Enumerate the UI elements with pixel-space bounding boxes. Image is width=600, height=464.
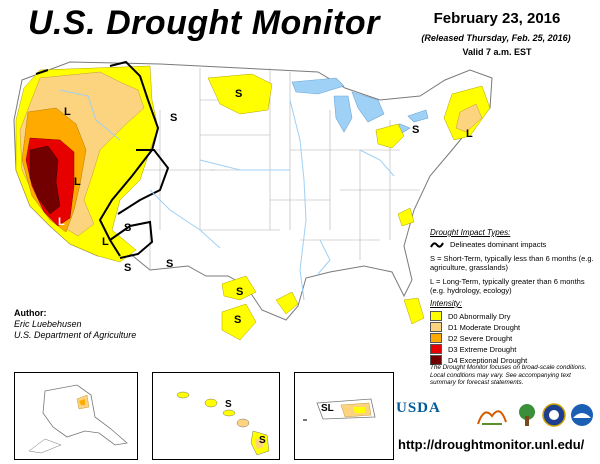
impact-label-s-dakota: S (235, 88, 243, 100)
focus-note: The Drought Monitor focuses on broad-sca… (430, 364, 587, 387)
legend-intensity-list: D0 Abnormally Dry D1 Moderate Drought D2 S… (430, 311, 598, 365)
agency-logos: USDA (396, 400, 596, 432)
puerto-rico-map (303, 398, 376, 421)
impact-delineation-lines (35, 60, 170, 259)
alaska-map (28, 384, 128, 454)
impact-label-s-hawaii-1: S (225, 399, 232, 410)
author-block: Author: Eric Luebehusen U.S. Department … (14, 308, 136, 341)
impact-label-l-west: L (64, 106, 71, 118)
d0-upper-midwest (375, 123, 405, 149)
d0-texas-gulf (275, 291, 299, 315)
legend-intensity-row: D2 Severe Drought (430, 333, 598, 343)
d0-texas-south (221, 303, 257, 341)
legend-delineation-row: Delineates dominant impacts (430, 240, 598, 249)
impact-label-l-arizona: L (102, 236, 109, 248)
legend-intensity-row: D4 Exceptional Drought (430, 355, 598, 365)
impact-label-l-socal: L (58, 216, 65, 228)
rivers (59, 89, 395, 301)
great-lakes (291, 77, 429, 141)
page-title: U.S. Drought Monitor (28, 4, 380, 42)
hawaii-inset: S S (152, 372, 280, 460)
drought-areas (15, 65, 491, 341)
d0-florida (403, 297, 425, 325)
impact-label-s-south-texas: S (234, 314, 242, 326)
commerce-seal-icon (542, 403, 566, 427)
legend-color-swatch (430, 333, 442, 343)
impact-label-s-new-mexico: S (124, 222, 132, 234)
d0-carolinas (397, 207, 415, 227)
legend-long-term: L = Long-Term, typically greater than 6 … (430, 277, 585, 295)
legend-intensity-label: D1 Moderate Drought (448, 322, 521, 332)
legend-intensity-row: D1 Moderate Drought (430, 322, 598, 332)
legend: Drought Impact Types: Delineates dominan… (430, 228, 598, 366)
author-name: Eric Luebehusen (14, 319, 82, 329)
legend-intensity-label: D4 Exceptional Drought (448, 355, 528, 365)
legend-intensity-heading: Intensity: (430, 299, 463, 308)
legend-intensity-label: D2 Severe Drought (448, 333, 513, 343)
source-url[interactable]: http://droughtmonitor.unl.edu/ (398, 437, 585, 452)
d1-northeast (455, 103, 483, 133)
impact-label-sl-puerto-rico: SL (321, 403, 334, 414)
legend-delineates-text: Delineates dominant impacts (450, 240, 547, 249)
legend-intensity-row: D0 Abnormally Dry (430, 311, 598, 321)
impact-label-s-hawaii-2: S (259, 435, 266, 446)
author-heading: Author: (14, 308, 47, 318)
d0-texas-central (221, 275, 257, 301)
puerto-rico-inset: SL (294, 372, 394, 460)
legend-color-swatch (430, 355, 442, 365)
legend-intensity-row: D3 Extreme Drought (430, 344, 598, 354)
legend-color-swatch (430, 344, 442, 354)
impact-label-l-southwest: L (74, 176, 81, 188)
impact-label-s-west-texas: S (166, 258, 174, 270)
d4-area (29, 145, 61, 215)
legend-impact-heading: Drought Impact Types: (430, 228, 511, 237)
release-note: (Released Thursday, Feb. 25, 2016) (421, 33, 571, 43)
legend-color-swatch (430, 311, 442, 321)
legend-color-swatch (430, 322, 442, 332)
impact-label-s-sw-border: S (124, 262, 132, 274)
d0-north-plains (207, 73, 273, 115)
legend-intensity-label: D0 Abnormally Dry (448, 311, 511, 321)
impact-label-s-montana: S (170, 112, 178, 124)
impact-label-s-texas: S (236, 286, 244, 298)
usda-logo: USDA (396, 400, 441, 416)
hawaii-map (176, 391, 270, 456)
alaska-inset (14, 372, 138, 460)
legend-intensity-label: D3 Extreme Drought (448, 344, 517, 354)
impact-label-l-new-england: L (466, 128, 473, 140)
author-org: U.S. Department of Agriculture (14, 330, 137, 340)
noaa-logo-icon (571, 404, 593, 426)
valid-time: Valid 7 a.m. EST (462, 47, 532, 57)
tree-logo-icon (519, 404, 535, 426)
legend-short-term: S = Short-Term, typically less than 6 mo… (430, 254, 594, 272)
map-date: February 23, 2016 (433, 10, 561, 27)
delineation-line-icon (430, 241, 444, 248)
impact-label-s-northeast: S (412, 124, 420, 136)
ndmc-logo-icon (477, 410, 507, 425)
